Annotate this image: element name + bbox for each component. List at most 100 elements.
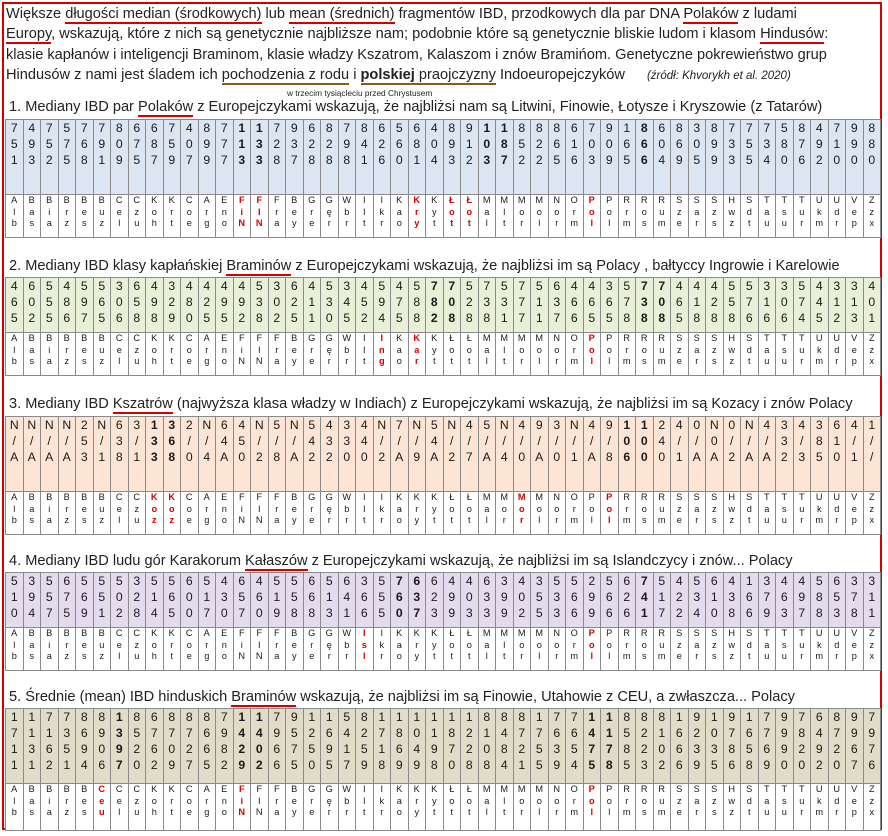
text-run: z Europejczykami wskazują, że najbliżsi …	[291, 258, 840, 274]
population-label-cell: T u r	[792, 627, 811, 671]
ibd-value-cell: 4 0 4	[425, 119, 444, 195]
ibd-value-cell: 8 7 6	[792, 119, 811, 195]
population-label-cell: C o e	[180, 783, 199, 831]
population-label-cell: G r e	[302, 627, 321, 671]
population-label-cell: F I N	[250, 783, 269, 831]
ibd-value-cell: 4 0 3	[460, 572, 479, 628]
ibd-value-cell: N 0 A	[705, 416, 724, 492]
ibd-value-cell: 3 6 8	[162, 416, 181, 492]
ibd-value-cell: 1 4 7 5	[582, 708, 601, 784]
ibd-value-cell: 4 6 6	[565, 277, 584, 333]
ibd-value-cell: 6 0 2	[22, 277, 41, 333]
text-run: Europy	[6, 26, 52, 45]
population-label-cell: K r y	[407, 491, 426, 535]
ibd-value-cell: 1 3 3	[145, 416, 164, 492]
ibd-value-cell: 6 5 7	[232, 572, 251, 628]
ibd-value-cell: 1 1 3 1	[22, 708, 41, 784]
population-label-cell: B r z	[57, 194, 76, 238]
ibd-value-cell: 1 4 0 2	[250, 708, 269, 784]
ibd-value-cell: 6 0 4	[652, 119, 671, 195]
population-label-cell: U k m	[810, 194, 829, 238]
ibd-value-cell: 6 7 5	[127, 119, 146, 195]
population-label-cell: E n o	[215, 194, 234, 238]
ibd-value-cell: 8 9 9	[705, 119, 724, 195]
ibd-value-cell: 1 0 3 5	[705, 708, 724, 784]
ibd-value-cell: 2 5 3	[75, 416, 94, 492]
population-label-cell: R r m	[617, 491, 636, 535]
ibd-value-cell: 4 6 5	[670, 277, 689, 333]
ibd-value-cell: 6 6 8	[302, 572, 321, 628]
ibd-value-cell: 7 4 1	[635, 572, 654, 628]
ibd-value-cell: 6 7 6 2	[145, 708, 164, 784]
text-run: 4. Mediany IBD ludu gór Karakorum	[9, 553, 246, 569]
population-label-cell: G ę r	[320, 491, 339, 535]
ibd-value-cell: 5 5 8	[722, 277, 741, 333]
population-label-cell: O r m	[565, 627, 584, 671]
population-label-cell: K a o	[390, 783, 409, 831]
population-label-cell: U d r	[827, 194, 846, 238]
population-label-cell: P o l	[582, 783, 601, 831]
population-label-cell: I I t	[355, 194, 374, 238]
population-label-cell: F I N	[250, 627, 269, 671]
ibd-value-cell: 9 9 0	[845, 119, 864, 195]
population-label-cell: B e y	[285, 627, 304, 671]
ibd-value-cell: 3 2 9	[162, 277, 181, 333]
population-label-cell: B r z	[57, 332, 76, 376]
population-label-cell: T a u	[757, 194, 776, 238]
population-label-cell: R u m	[652, 783, 671, 831]
ibd-value-cell: 9 / A	[530, 416, 549, 492]
population-label-cell: R u m	[652, 627, 671, 671]
ibd-value-cell: 8 5 2 0	[127, 708, 146, 784]
ibd-value-cell: 2 9 9	[582, 572, 601, 628]
population-label-cell: S z e	[670, 627, 689, 671]
ibd-value-cell: 4 5 2	[355, 277, 374, 333]
population-label-cell: F r a	[267, 627, 286, 671]
intro-text: Większe długości median (środkowych) lub…	[6, 4, 878, 87]
population-label-cell: K r t	[162, 627, 181, 671]
population-label-cell: C e u	[92, 783, 111, 831]
ibd-value-cell: N / 4	[495, 416, 514, 492]
ibd-value-cell: 4 9 7	[792, 572, 811, 628]
text-run: długości median (środkowych)	[65, 6, 262, 24]
text-run: Większe	[6, 6, 66, 22]
population-label-cell: S z s	[705, 627, 724, 671]
ibd-value-cell: 4 / A	[757, 416, 776, 492]
ibd-value-cell: 4 3 0	[215, 572, 234, 628]
ibd-value-cell: 5 5 7	[40, 572, 59, 628]
population-label-cell: B r z	[57, 783, 76, 831]
population-label-cell: K a o	[390, 627, 409, 671]
population-label-cell: B a s	[22, 194, 41, 238]
ibd-value-cell: 8 4 1	[355, 119, 374, 195]
ibd-value-cell: N / A	[57, 416, 76, 492]
ibd-value-cell: 5 1 4	[145, 572, 164, 628]
ibd-value-cell: 9 9 9 0	[775, 708, 794, 784]
ibd-value-cell: 5 / A	[477, 416, 496, 492]
population-label-cell: B u z	[92, 491, 111, 535]
population-label-cell: K o h	[145, 332, 164, 376]
ibd-value-cell: 5 7 4	[792, 277, 811, 333]
population-label-cell: O r m	[565, 491, 584, 535]
ibd-value-cell: 1 6 9 5	[320, 708, 339, 784]
ibd-value-cell: 6 3 8	[110, 416, 129, 492]
population-label-cell: O r m	[565, 783, 584, 831]
ibd-value-cell: 4 / 3	[792, 416, 811, 492]
ibd-value-cell: 3 7 9	[757, 572, 776, 628]
population-label-cell: E n o	[215, 491, 234, 535]
ibd-value-cell: 6 5 3	[827, 572, 846, 628]
population-label-cell: W b r	[337, 194, 356, 238]
ibd-value-cell: 9 2 3 9	[687, 708, 706, 784]
ibd-value-cell: 2 / 0	[180, 416, 199, 492]
population-label-cell: H w z	[722, 194, 741, 238]
ibd-value-cell: 0 / A	[687, 416, 706, 492]
text-run: z Europejczykami wskazują, że najbliżsi …	[307, 553, 793, 569]
population-label-cell: K r y	[407, 627, 426, 671]
population-label-cell: P o l	[600, 783, 619, 831]
ibd-value-cell: 7 0 8	[652, 277, 671, 333]
population-label-cell: R o s	[635, 194, 654, 238]
ibd-value-cell: 5 7 6	[740, 277, 759, 333]
ibd-value-cell: 5 5 5	[372, 572, 391, 628]
population-label-cell: P o l	[582, 627, 601, 671]
population-label-cell: K o h	[145, 783, 164, 831]
population-label-cell: B u z	[92, 194, 111, 238]
ibd-value-cell: 9 / 8	[600, 416, 619, 492]
